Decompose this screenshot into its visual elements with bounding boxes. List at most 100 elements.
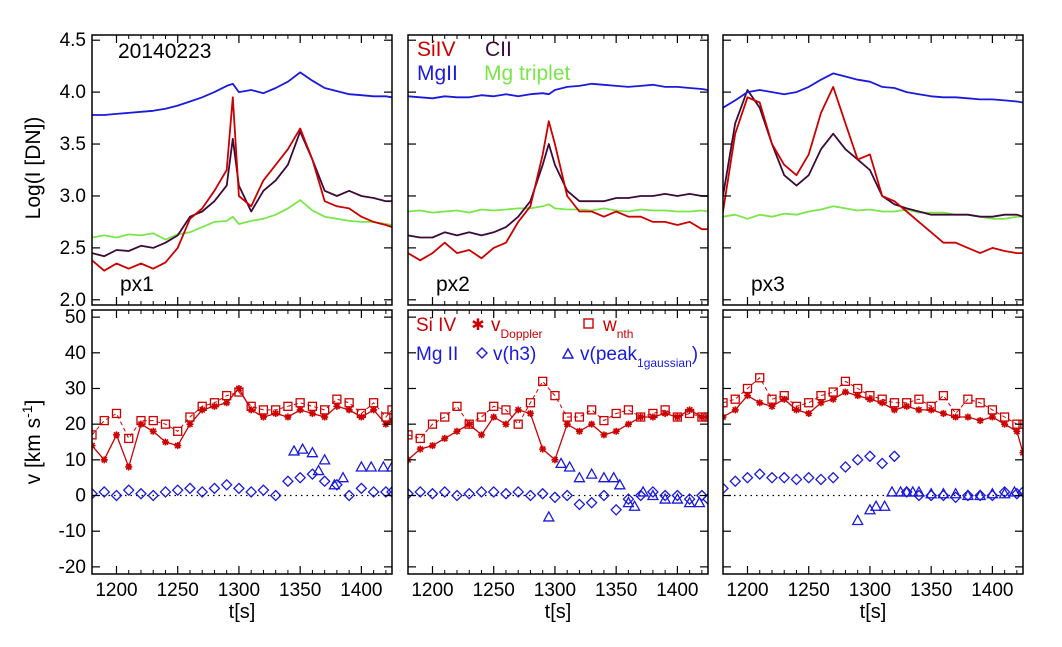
- vpeak-point: [906, 485, 919, 497]
- wnth-point: [648, 408, 658, 419]
- vdop-point: [600, 431, 608, 439]
- vh3-point: [208, 482, 221, 495]
- vpeak-point: [925, 487, 938, 499]
- wnth-point: [684, 408, 695, 419]
- vdop-point: [321, 413, 329, 421]
- legend-cii: CII: [485, 38, 512, 61]
- top-frame: [722, 34, 1024, 306]
- vdop-point: [637, 413, 645, 421]
- wnth-line: [723, 377, 1023, 425]
- wnth-point: [767, 394, 777, 404]
- wnth-point: [173, 426, 183, 436]
- vdop-point: [149, 427, 157, 435]
- vdop-point: [100, 456, 108, 464]
- vpeak-point: [377, 460, 390, 472]
- vh3-point: [671, 489, 684, 502]
- vdop-point: [841, 388, 849, 396]
- x-tick-label: 1400: [971, 580, 1013, 601]
- vh3-point: [306, 468, 319, 481]
- vh3-point: [257, 484, 270, 497]
- top-y-tick-label: 2.5: [60, 238, 86, 259]
- vpeak-point: [328, 478, 341, 490]
- top-frame: [407, 34, 709, 306]
- vh3-point: [159, 486, 172, 498]
- vpeak-point: [585, 467, 598, 479]
- vpeak-point: [563, 460, 576, 472]
- vdop-point: [976, 417, 984, 425]
- wnth-point: [222, 390, 232, 401]
- vpeak-point: [622, 496, 635, 508]
- x-tick-label: 1250: [788, 580, 830, 601]
- top-y-tick-label: 2.0: [60, 290, 86, 311]
- top-series-mgtrip: [408, 203, 708, 214]
- vh3-point: [839, 461, 852, 473]
- vdop-point: [854, 392, 862, 400]
- wnth-point: [295, 398, 305, 408]
- vpeak-point: [607, 471, 620, 483]
- vh3-point: [729, 475, 742, 488]
- wnth-point: [160, 419, 171, 429]
- top-series-mgii: [408, 82, 708, 100]
- vh3-point: [864, 450, 876, 463]
- wnth-point: [816, 390, 826, 401]
- vh3-point: [659, 489, 672, 502]
- vdop-point: [112, 431, 120, 439]
- wnth-point: [742, 383, 753, 394]
- wnth-point: [136, 415, 146, 426]
- wnth-point: [332, 394, 342, 404]
- panel-2: 1200 1250 1300 1350 1400 t[s] px2: [407, 34, 709, 623]
- vdop-point: [428, 442, 436, 450]
- vh3-point: [487, 486, 500, 498]
- wnth-point: [791, 401, 802, 411]
- wnth-point: [111, 408, 122, 419]
- vh3-point: [634, 489, 647, 502]
- wnth-point: [951, 408, 961, 419]
- vdop-point: [768, 402, 776, 410]
- vh3-point: [92, 487, 98, 500]
- legend-vdop-sub: Doppler: [501, 327, 543, 341]
- vdop-point: [731, 406, 739, 414]
- vdop-point: [743, 392, 751, 400]
- x-tick-label: 1250: [157, 580, 199, 601]
- vpeak-point: [683, 496, 696, 508]
- vh3-point: [753, 468, 766, 481]
- vh3-point: [974, 489, 987, 502]
- bottom-y-tick-label: 10: [65, 450, 86, 471]
- wnth-point: [562, 412, 572, 422]
- x-axis-label: t[s]: [545, 601, 572, 623]
- wnth-point: [344, 398, 354, 408]
- legend-mgii: MgII: [417, 62, 458, 85]
- top-y-tick-label: 4.5: [60, 30, 86, 51]
- wnth-point: [804, 398, 814, 408]
- top-plot-area: [92, 71, 392, 272]
- vpeak-point: [671, 492, 684, 504]
- vpeak-point: [863, 503, 877, 515]
- vh3-point: [827, 471, 840, 484]
- top-plot-area: [723, 72, 1023, 255]
- vdop-point: [453, 427, 461, 435]
- vdop-point: [441, 434, 449, 442]
- vpeak-point: [385, 460, 392, 472]
- legend-vpeak: v(peak1gaussian): [580, 344, 698, 370]
- bottom-frame: [91, 309, 393, 575]
- wnth-point: [599, 415, 609, 426]
- bottom-y-tick-label: -10: [59, 521, 86, 542]
- vh3-point: [269, 489, 282, 502]
- vdop-point: [125, 463, 133, 471]
- wnth-point: [513, 419, 523, 429]
- x-tick-label: 1250: [473, 580, 515, 601]
- top-y-tick-label: 3.0: [60, 186, 86, 207]
- vh3-point: [766, 471, 778, 484]
- vh3-point: [597, 489, 610, 502]
- vpeak-point: [318, 453, 331, 465]
- vpeak-point: [1008, 485, 1021, 497]
- vdop-point: [502, 420, 510, 428]
- x-axis-label: t[s]: [229, 601, 256, 623]
- wnth-point: [587, 405, 597, 415]
- panel-label: px1: [120, 273, 154, 296]
- vh3-point: [196, 486, 209, 498]
- panel-label: px2: [436, 273, 470, 296]
- x-tick-label: 1200: [411, 580, 453, 601]
- vh3-point: [135, 487, 147, 500]
